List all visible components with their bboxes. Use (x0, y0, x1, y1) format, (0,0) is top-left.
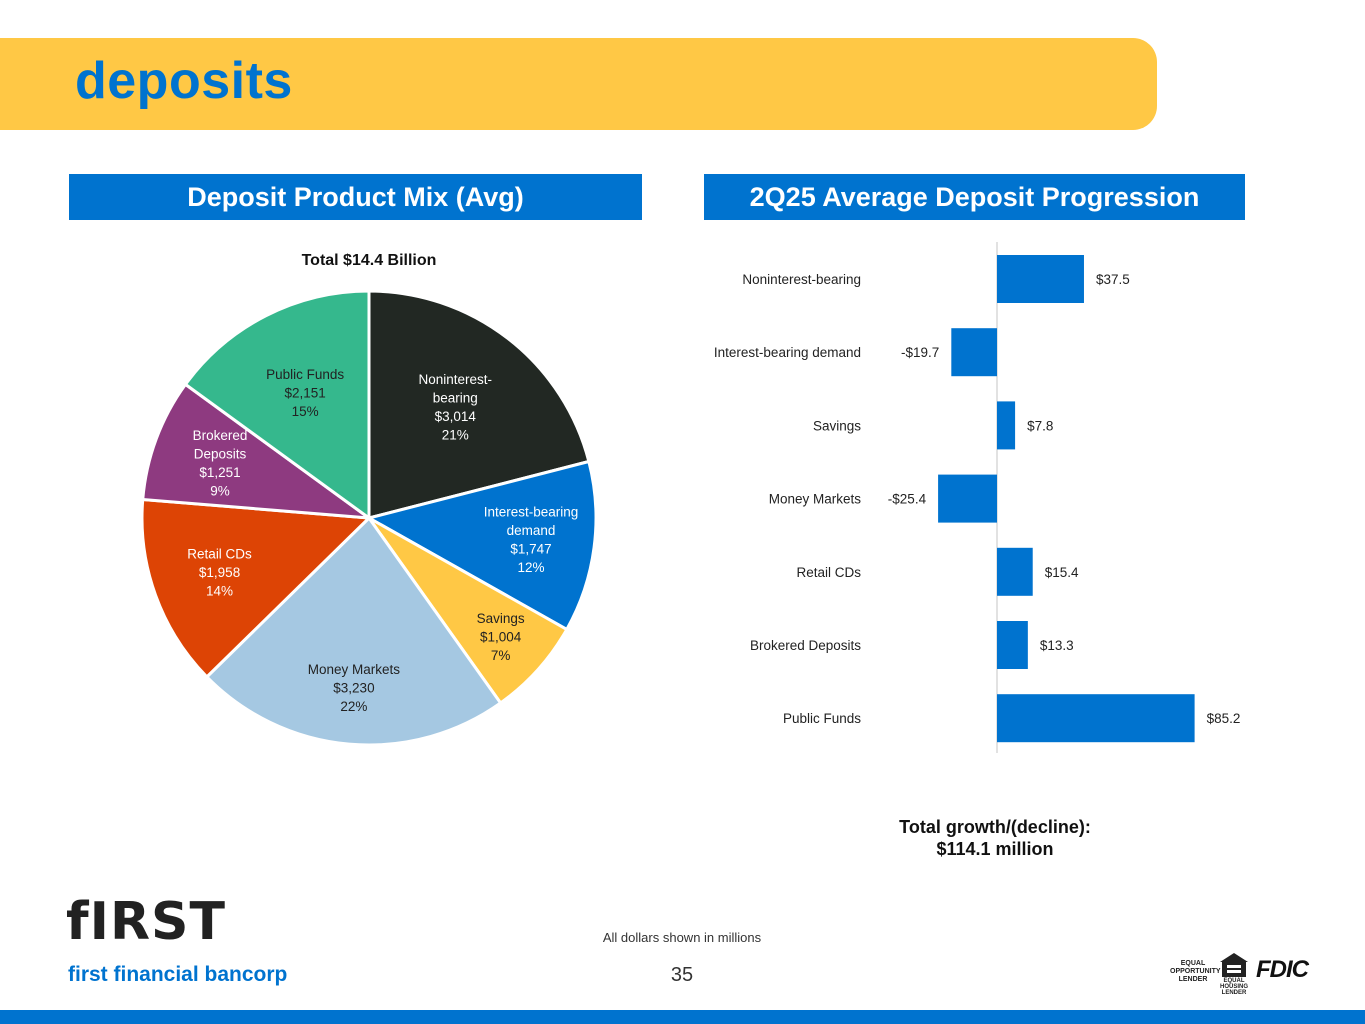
bar-category-label-public-funds: Public Funds (783, 711, 861, 726)
bar-section-header: 2Q25 Average Deposit Progression (704, 174, 1245, 220)
pie-label-brokered-deposits: Brokered Deposits $1,251 9% (193, 428, 248, 499)
equal-housing-lender-text: EQUAL HOUSING LENDER (1219, 978, 1248, 996)
bar-value-label-brokered-deposits: $13.3 (1040, 638, 1074, 653)
fdic-logo: FDIC (1256, 956, 1309, 983)
pie-label-public-funds: Public Funds $2,151 15% (266, 367, 344, 419)
pie-slice-interest-bearing-demand (365, 459, 598, 632)
bar-value-label-money-markets: -$25.4 (888, 492, 927, 507)
bar-public-funds (997, 694, 1195, 743)
pie-section-header: Deposit Product Mix (Avg) (69, 174, 642, 220)
bar-category-label-retail-cds: Retail CDs (796, 565, 861, 580)
pie-label-money-markets: Money Markets $3,230 22% (308, 662, 401, 714)
pie-title: Total $14.4 Billion (302, 252, 437, 269)
bar-category-label-interest-bearing-demand: Interest-bearing demand (714, 345, 861, 360)
bar-retail-cds (997, 547, 1033, 596)
bar-category-label-savings: Savings (813, 418, 861, 433)
bar-interest-bearing-demand (951, 328, 997, 377)
bar-brokered-deposits (997, 621, 1028, 669)
equal-opportunity-lender-badge: EQUAL OPPORTUNITY LENDER (1170, 960, 1221, 983)
first-logo-mark: fIRST (66, 892, 226, 952)
title-band (0, 38, 1157, 130)
bar-value-label-noninterest-bearing: $37.5 (1096, 272, 1130, 287)
pie-slice-brokered-deposits (141, 382, 375, 520)
total-growth: Total growth/(decline): $114.1 million (860, 816, 1130, 860)
page-number: 35 (670, 964, 694, 986)
page-title: deposits (75, 52, 293, 110)
pie-label-interest-bearing-demand: Interest-bearing demand $1,747 12% (484, 505, 579, 576)
equal-housing-icon (1220, 953, 1248, 977)
bar-category-label-noninterest-bearing: Noninterest-bearing (742, 272, 861, 287)
footer-note: All dollars shown in millions (602, 930, 762, 945)
bar-value-label-public-funds: $85.2 (1207, 711, 1241, 726)
bar-category-label-brokered-deposits: Brokered Deposits (750, 638, 861, 653)
bar-value-label-interest-bearing-demand: -$19.7 (901, 345, 939, 360)
bar-value-label-retail-cds: $15.4 (1045, 565, 1079, 580)
pie-label-noninterest-bearing: Noninterest-bearing $3,014 21% (418, 372, 492, 443)
pie-slice-retail-cds (140, 497, 373, 680)
bar-category-label-money-markets: Money Markets (769, 492, 862, 507)
pie-label-savings: Savings $1,004 7% (477, 611, 525, 663)
pie-slice-noninterest-bearing (367, 289, 591, 520)
total-growth-label: Total growth/(decline): (899, 817, 1091, 837)
bar-value-label-savings: $7.8 (1027, 418, 1053, 433)
pie-slice-money-markets (204, 515, 503, 747)
bar-savings (997, 401, 1016, 450)
first-logo-subtitle: first financial bancorp (68, 963, 288, 986)
pie-label-retail-cds: Retail CDs $1,958 14% (187, 547, 252, 599)
bar-money-markets (938, 474, 997, 523)
bottom-bar (0, 1010, 1365, 1024)
total-growth-value: $114.1 million (936, 839, 1054, 859)
pie-slice-public-funds (183, 289, 371, 521)
bar-noninterest-bearing (997, 255, 1084, 303)
